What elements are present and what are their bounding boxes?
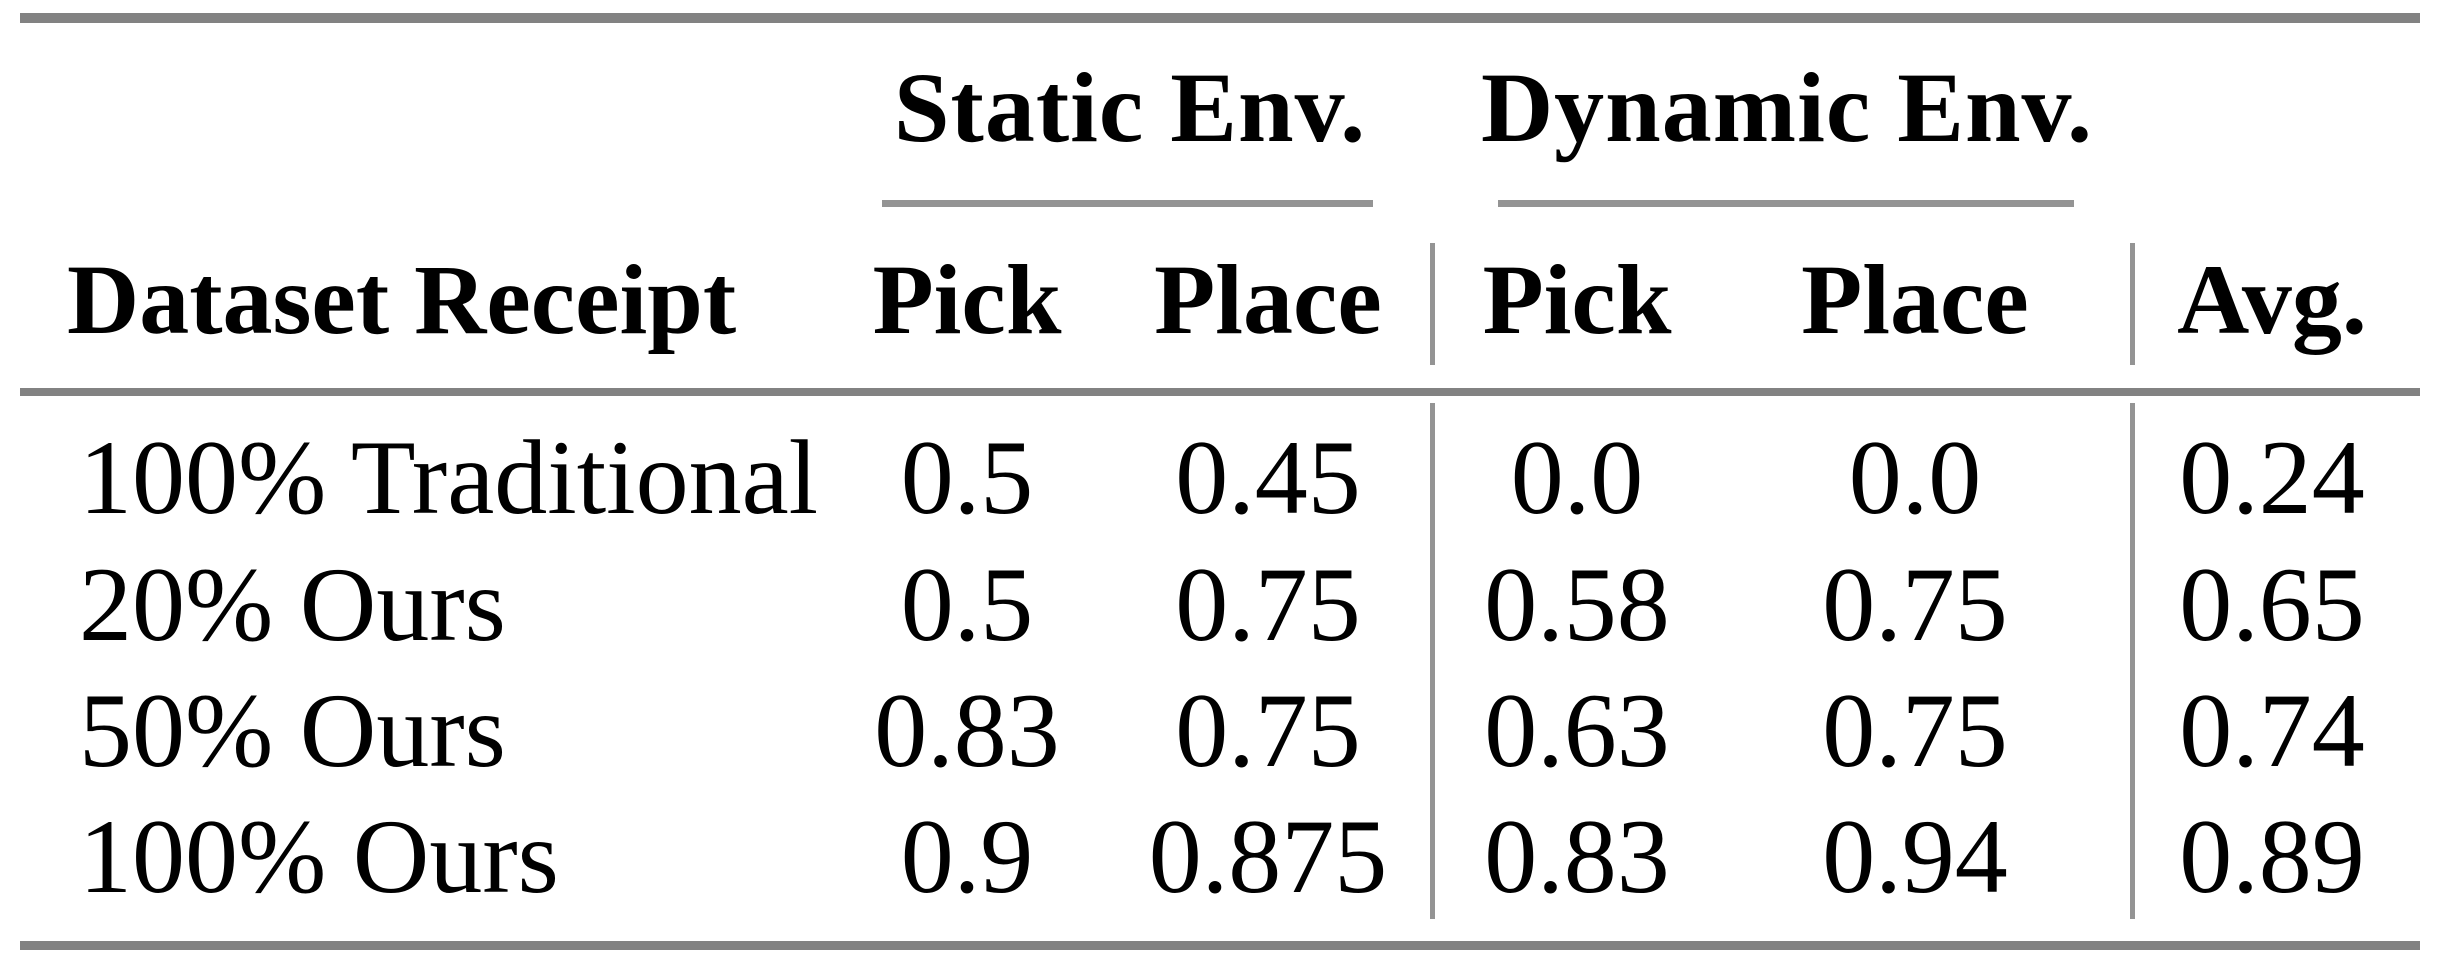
group-header-static-env: Static Env. <box>893 52 1367 163</box>
cell-dynamic-pick: 0.0 <box>1510 419 1644 536</box>
cell-dynamic-pick: 0.63 <box>1484 672 1670 789</box>
column-header-static-place: Place <box>1154 244 1382 355</box>
column-header-static-pick: Pick <box>872 244 1062 355</box>
bottom-rule <box>20 941 2420 950</box>
vertical-rule-static-dynamic-body <box>1430 403 1435 919</box>
cell-static-pick: 0.5 <box>900 419 1034 536</box>
cell-dynamic-place: 0.75 <box>1822 546 2008 663</box>
cell-dynamic-pick: 0.83 <box>1484 798 1670 915</box>
static-env-cmidrule <box>882 200 1373 207</box>
cell-dynamic-place: 0.94 <box>1822 798 2008 915</box>
cell-dynamic-pick: 0.58 <box>1484 546 1670 663</box>
cell-avg: 0.24 <box>2179 419 2365 536</box>
cell-dynamic-place: 0.75 <box>1822 672 2008 789</box>
vertical-rule-static-dynamic-header <box>1430 243 1435 365</box>
cell-avg: 0.65 <box>2179 546 2365 663</box>
row-label: 100% Traditional <box>79 419 819 536</box>
cell-static-place: 0.75 <box>1175 672 1361 789</box>
row-label: 20% Ours <box>79 546 506 663</box>
cell-dynamic-place: 0.0 <box>1848 419 1982 536</box>
column-header-dynamic-place: Place <box>1801 244 2029 355</box>
cell-static-pick: 0.9 <box>900 798 1034 915</box>
group-header-dynamic-env: Dynamic Env. <box>1480 52 2094 163</box>
cell-static-place: 0.75 <box>1175 546 1361 663</box>
cell-avg: 0.89 <box>2179 798 2365 915</box>
column-header-avg: Avg. <box>2177 244 2367 355</box>
cell-static-place: 0.45 <box>1175 419 1361 536</box>
column-header-dataset-receipt: Dataset Receipt <box>67 244 737 355</box>
vertical-rule-dynamic-avg-header <box>2130 243 2135 365</box>
dynamic-env-cmidrule <box>1498 200 2074 207</box>
column-header-dynamic-pick: Pick <box>1482 244 1672 355</box>
row-label: 50% Ours <box>79 672 506 789</box>
cell-static-pick: 0.5 <box>900 546 1034 663</box>
cell-avg: 0.74 <box>2179 672 2365 789</box>
vertical-rule-dynamic-avg-body <box>2130 403 2135 919</box>
mid-rule <box>20 388 2420 396</box>
row-label: 100% Ours <box>79 798 559 915</box>
top-rule <box>20 13 2420 23</box>
cell-static-place: 0.875 <box>1148 798 1388 915</box>
cell-static-pick: 0.83 <box>874 672 1060 789</box>
